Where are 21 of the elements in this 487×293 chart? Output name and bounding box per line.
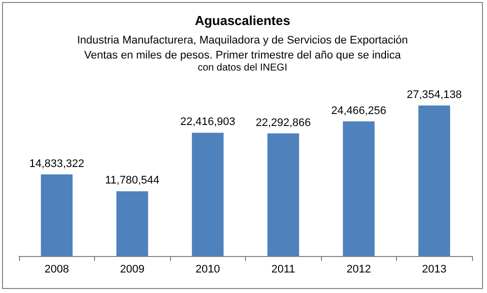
- bar: [342, 121, 375, 256]
- data-label: 22,416,903: [180, 116, 236, 128]
- x-tick-label: 2009: [120, 264, 144, 276]
- data-label: 14,833,322: [29, 158, 84, 170]
- bar: [116, 191, 148, 256]
- chart-subtitle: Industria Manufacturera, Maquiladora y de Servicios de Exportación Ventas en miles de pesos. Primer trimestre del año que se indica: [77, 34, 408, 62]
- x-tick-label: 2012: [346, 264, 371, 276]
- chart-title: Aguascalientes: [194, 13, 290, 28]
- data-label: 11,780,544: [105, 174, 160, 187]
- bar: [418, 106, 450, 256]
- x-tick-label: 2010: [196, 264, 220, 276]
- data-label: 22,292,866: [256, 116, 311, 129]
- text: con datos del INEGI: [198, 62, 288, 74]
- data-label: 27,354,138: [406, 89, 462, 102]
- bar: [267, 133, 300, 256]
- bar: [40, 174, 73, 256]
- x-tick-label: 2008: [44, 264, 69, 276]
- bar: [192, 132, 224, 256]
- data-label: 24,466,256: [331, 104, 386, 117]
- x-tick-label: 2013: [422, 264, 446, 276]
- x-tick-label: 2011: [271, 264, 296, 276]
